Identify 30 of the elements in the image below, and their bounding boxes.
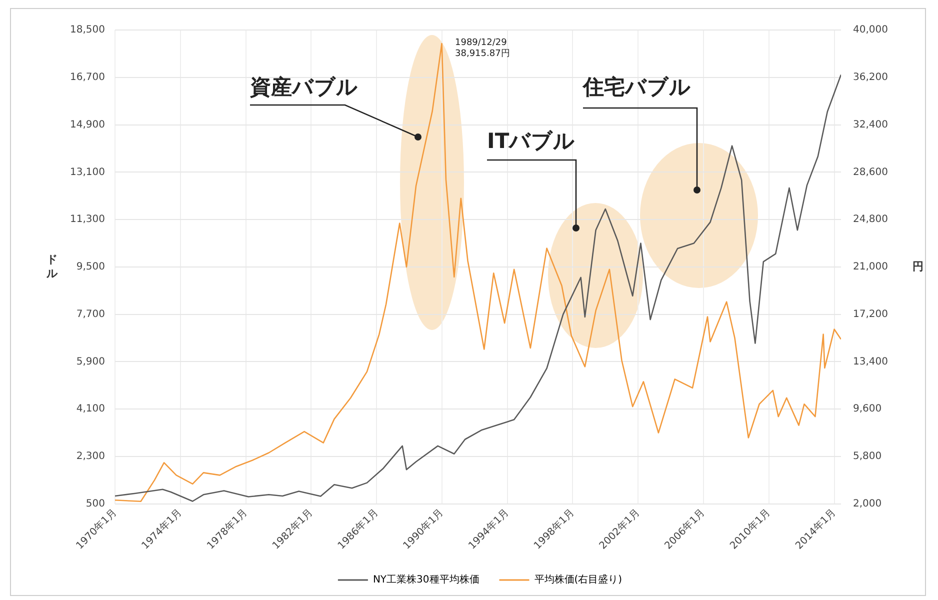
- y-tick-label: 16,700: [70, 72, 105, 83]
- y-tick-label: 14,900: [70, 119, 105, 130]
- y2-tick-label: 36,200: [853, 72, 888, 83]
- y2-axis-title: 円: [912, 260, 924, 273]
- y-tick-label: 7,700: [76, 308, 105, 320]
- annotation: 1989/12/29 38,915.87円: [455, 38, 510, 60]
- legend-label: 平均株価(右目盛り): [534, 574, 622, 586]
- y-tick-label: 5,900: [76, 356, 105, 368]
- y-tick-label: 11,300: [70, 214, 105, 226]
- y2-tick-label: 2,000: [853, 498, 882, 510]
- y2-tick-label: 40,000: [853, 24, 888, 36]
- y2-tick-label: 21,000: [853, 262, 888, 273]
- y2-tick-label: 32,400: [853, 119, 888, 130]
- y2-tick-label: 5,800: [853, 451, 882, 462]
- y2-tick-label: 24,800: [853, 214, 888, 226]
- y-tick-label: 500: [86, 498, 105, 510]
- y-tick-label: 2,300: [76, 451, 105, 462]
- y2-tick-label: 13,400: [853, 356, 888, 368]
- y2-tick-label: 9,600: [853, 404, 882, 415]
- y-axis-title: ドル: [46, 252, 58, 280]
- y-tick-label: 13,100: [70, 166, 105, 178]
- y-tick-label: 4,100: [76, 404, 105, 415]
- y-tick-label: 18,500: [70, 24, 105, 36]
- annotation: 住宅バブル: [583, 74, 691, 100]
- annotation: ITバブル: [487, 128, 576, 154]
- annotation: 資産バブル: [250, 74, 358, 100]
- y2-tick-label: 17,200: [853, 308, 888, 320]
- y2-tick-label: 28,600: [853, 166, 888, 178]
- y-tick-label: 9,500: [76, 262, 105, 273]
- legend-label: NY工業株30種平均株価: [372, 574, 480, 586]
